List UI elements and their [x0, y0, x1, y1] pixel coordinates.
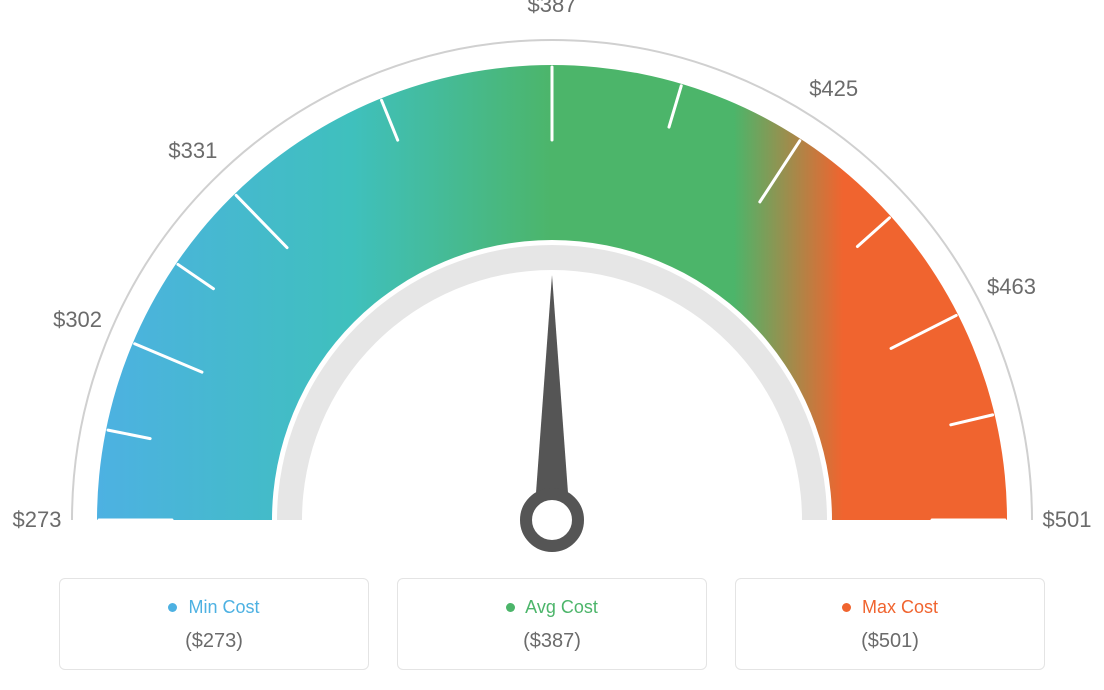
legend-title-text: Avg Cost — [525, 597, 598, 617]
gauge-svg — [0, 0, 1104, 560]
legend-value-min: ($273) — [60, 630, 368, 653]
gauge-tick-label: $302 — [53, 307, 102, 333]
gauge-tick-label: $273 — [13, 507, 62, 533]
legend-title-text: Max Cost — [862, 597, 938, 617]
legend-card-min: Min Cost ($273) — [59, 578, 369, 670]
legend-card-avg: Avg Cost ($387) — [397, 578, 707, 670]
legend-value-avg: ($387) — [398, 630, 706, 653]
legend-title-text: Min Cost — [189, 597, 260, 617]
legend-title-max: Max Cost — [736, 597, 1044, 618]
dot-icon — [506, 603, 515, 612]
legend-value-max: ($501) — [736, 630, 1044, 653]
legend: Min Cost ($273) Avg Cost ($387) Max Cost… — [0, 578, 1104, 670]
gauge-tick-label: $463 — [987, 274, 1036, 300]
legend-title-min: Min Cost — [60, 597, 368, 618]
gauge-tick-label: $387 — [528, 0, 577, 18]
legend-card-max: Max Cost ($501) — [735, 578, 1045, 670]
gauge-tick-label: $501 — [1043, 507, 1092, 533]
cost-gauge: $273 $302 $331 $387 $425 $463 $501 — [0, 0, 1104, 560]
gauge-tick-label: $425 — [809, 76, 858, 102]
legend-title-avg: Avg Cost — [398, 597, 706, 618]
dot-icon — [168, 603, 177, 612]
gauge-tick-label: $331 — [168, 138, 217, 164]
dot-icon — [842, 603, 851, 612]
